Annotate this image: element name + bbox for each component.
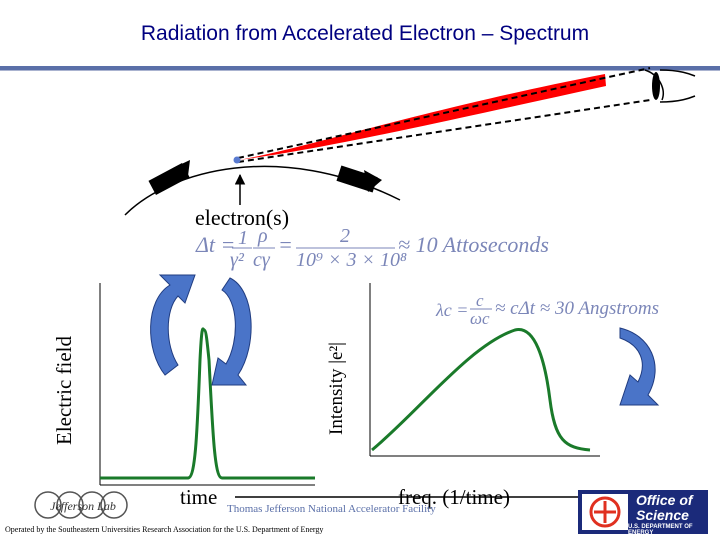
electric-field-pulse	[100, 327, 315, 480]
equation-time-frac3-den: 10⁹ × 3 × 10⁸	[296, 249, 407, 271]
jefferson-lab-logo-text: Jefferson Lab	[50, 499, 116, 513]
right-plot-xlabel: freq. (1/time)	[398, 485, 510, 509]
radiation-cone	[237, 67, 651, 163]
left-plot-xlabel: time	[180, 485, 218, 509]
footer-lab-name: Thomas Jefferson National Accelerator Fa…	[227, 503, 436, 515]
jefferson-lab-logo-graphic: Jefferson Lab	[34, 491, 128, 519]
doe-emblem-icon	[582, 494, 628, 530]
office-of-science-line3: U.S. DEPARTMENT OF ENERGY	[628, 524, 693, 536]
equation-wavelength-result: ≈ cΔt ≈ 30 Angstroms	[495, 298, 659, 319]
equation-time-frac1-num: 1	[238, 227, 248, 249]
equation-wavelength-lhs: λc =	[436, 300, 469, 320]
office-of-science-logo: Office of Science U.S. DEPARTMENT OF ENE…	[578, 490, 708, 536]
equation-time-result: ≈ 10 Attoseconds	[398, 232, 549, 257]
footer-operated-by: Operated by the Southeastern Universitie…	[5, 525, 324, 534]
intensity-spectrum-curve	[371, 328, 591, 452]
left-plot-axes	[99, 283, 315, 486]
transform-arrow-right-icon	[211, 277, 252, 386]
office-of-science-line2: Science	[636, 507, 689, 523]
right-plot-axes	[369, 283, 600, 457]
equation-time-lhs: Δt =	[196, 232, 236, 257]
equation-wavelength-frac-num: c	[476, 291, 484, 310]
slide-title: Radiation from Accelerated Electron – Sp…	[140, 22, 590, 45]
dipole-magnet-left	[148, 160, 190, 195]
equation-time-frac3-num: 2	[340, 225, 350, 247]
equation-time-eq: =	[278, 232, 293, 257]
equation-time-frac2-num: ρ	[258, 225, 268, 247]
title-rule-thin	[0, 70, 720, 71]
spectrum-arrow-icon	[619, 327, 660, 406]
electron-dot	[233, 156, 241, 164]
electron-label: electron(s)	[195, 205, 290, 230]
office-of-science-line1: Office of	[636, 492, 693, 508]
dipole-magnet-right	[336, 165, 382, 193]
equation-wavelength-frac-den: ωc	[470, 309, 490, 328]
observer-eye-icon	[644, 69, 696, 103]
equation-time-frac2-den: cγ	[253, 249, 270, 271]
equation-time-frac1-den: γ²	[230, 249, 244, 271]
title-rule	[0, 66, 720, 70]
left-plot-ylabel: Electric field	[52, 335, 76, 445]
jefferson-lab-logo: Jefferson Lab	[18, 489, 148, 527]
right-plot-ylabel: Intensity |e²|	[326, 342, 347, 435]
transform-arrow-left-icon	[150, 274, 196, 376]
